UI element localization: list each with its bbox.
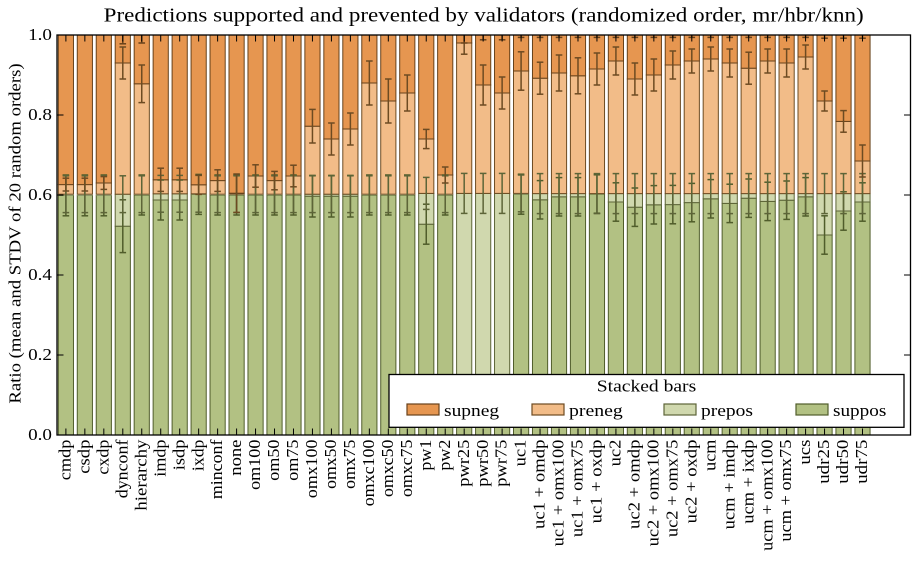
svg-text:om100: om100 xyxy=(245,440,264,490)
svg-text:pw2: pw2 xyxy=(435,440,454,471)
svg-text:1.0: 1.0 xyxy=(28,25,52,44)
svg-text:udr75: udr75 xyxy=(852,440,871,484)
svg-text:0.6: 0.6 xyxy=(28,185,52,204)
svg-text:prepos: prepos xyxy=(701,401,753,420)
svg-text:hierarchy: hierarchy xyxy=(131,439,150,511)
svg-text:uc1 + omx75: uc1 + omx75 xyxy=(568,440,587,537)
svg-text:0.2: 0.2 xyxy=(28,345,52,364)
svg-text:uc1: uc1 xyxy=(511,440,530,467)
svg-text:omxc50: omxc50 xyxy=(378,440,397,497)
svg-text:omx50: omx50 xyxy=(321,440,340,489)
svg-text:uc1 + omx100: uc1 + omx100 xyxy=(549,440,568,547)
svg-text:0.0: 0.0 xyxy=(28,425,52,444)
svg-text:uc2 + omx100: uc2 + omx100 xyxy=(643,440,662,547)
svg-text:ucm + imdp: ucm + imdp xyxy=(719,440,738,530)
svg-text:none: none xyxy=(226,440,245,476)
svg-text:omxc75: omxc75 xyxy=(397,440,416,497)
svg-text:uc2: uc2 xyxy=(606,440,625,467)
svg-text:Ratio (mean and STDV of 20 ran: Ratio (mean and STDV of 20 random orders… xyxy=(6,63,25,403)
svg-text:imdp: imdp xyxy=(150,440,169,477)
svg-text:uc2 + oxdp: uc2 + oxdp xyxy=(681,440,700,524)
svg-text:pw1: pw1 xyxy=(416,440,435,471)
svg-text:omxc100: omxc100 xyxy=(359,440,378,507)
svg-text:udr25: udr25 xyxy=(814,440,833,484)
svg-text:cmdp: cmdp xyxy=(55,440,74,481)
svg-text:uc1 + omdp: uc1 + omdp xyxy=(530,440,549,529)
svg-text:uc1 + oxdp: uc1 + oxdp xyxy=(587,440,606,524)
svg-text:ucm: ucm xyxy=(700,439,719,470)
svg-text:ucs: ucs xyxy=(795,440,814,465)
svg-text:pwr50: pwr50 xyxy=(473,440,492,487)
svg-text:om50: om50 xyxy=(264,440,283,481)
svg-text:preneg: preneg xyxy=(569,401,623,420)
svg-text:uc2 + omx75: uc2 + omx75 xyxy=(662,440,681,537)
svg-text:0.4: 0.4 xyxy=(28,265,52,284)
svg-text:suppos: suppos xyxy=(833,401,886,420)
svg-text:ucm + omx100: ucm + omx100 xyxy=(757,440,776,551)
svg-text:omx75: omx75 xyxy=(340,440,359,489)
svg-text:cxdp: cxdp xyxy=(93,440,112,475)
svg-text:Stacked bars: Stacked bars xyxy=(597,376,696,395)
svg-text:om75: om75 xyxy=(283,440,302,481)
svg-text:dynconf: dynconf xyxy=(112,439,131,498)
svg-text:pwr25: pwr25 xyxy=(454,440,473,487)
svg-text:pwr75: pwr75 xyxy=(492,440,511,487)
svg-text:ucm + omx75: ucm + omx75 xyxy=(776,440,795,542)
svg-text:minconf: minconf xyxy=(207,439,226,499)
svg-text:ixdp: ixdp xyxy=(188,440,207,472)
svg-text:ucm + ixdp: ucm + ixdp xyxy=(738,440,757,524)
svg-text:0.8: 0.8 xyxy=(28,105,52,124)
svg-text:omx100: omx100 xyxy=(302,440,321,499)
svg-text:supneg: supneg xyxy=(444,401,499,420)
svg-text:isdp: isdp xyxy=(169,440,188,471)
svg-text:udr50: udr50 xyxy=(833,440,852,484)
svg-text:uc2 + omdp: uc2 + omdp xyxy=(624,440,643,529)
svg-text:Predictions supported and prev: Predictions supported and prevented by v… xyxy=(104,5,864,27)
svg-text:csdp: csdp xyxy=(74,440,93,474)
